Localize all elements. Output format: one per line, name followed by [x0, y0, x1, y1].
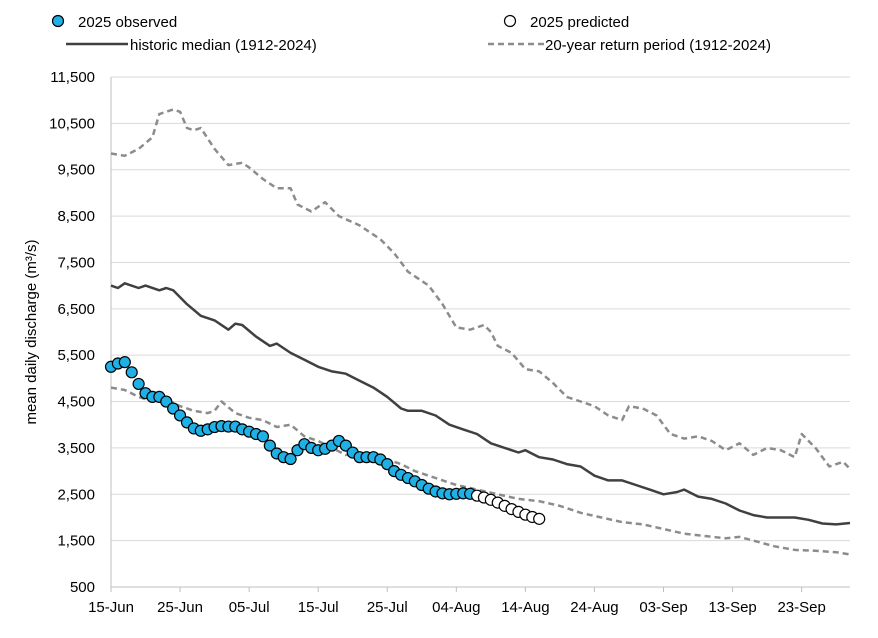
- series-lines: [110, 108, 851, 556]
- observed-point: [132, 377, 145, 391]
- legend-item-return-period: 20-year return period (1912-2024): [488, 37, 771, 54]
- y-tick-label: 1,500: [57, 533, 95, 550]
- y-tick-label: 500: [70, 579, 95, 596]
- legend: 2025 observed 2025 predicted historic me…: [51, 14, 771, 54]
- legend-item-observed: 2025 observed: [51, 14, 177, 31]
- x-axis-ticks: 15-Jun 25-Jun 05-Jul 15-Jul 25-Jul 04-Aug 14-A…: [88, 587, 826, 616]
- legend-observed-marker: [51, 14, 65, 28]
- observed-point: [284, 452, 297, 466]
- legend-median-label: historic median (1912-2024): [130, 37, 317, 54]
- legend-predicted-label: 2025 predicted: [530, 14, 629, 31]
- legend-item-predicted: 2025 predicted: [503, 14, 629, 31]
- observed-point: [118, 356, 131, 369]
- return-period-line: [110, 108, 851, 470]
- observed-point: [256, 430, 270, 443]
- x-tick-label: 25-Jun: [157, 599, 203, 616]
- x-tick-label: 13-Sep: [708, 599, 756, 616]
- x-tick-label: 25-Jul: [367, 599, 408, 616]
- x-tick-label: 24-Aug: [570, 599, 618, 616]
- y-axis-label: mean daily discharge (m³/s): [23, 239, 40, 424]
- x-tick-label: 03-Sep: [639, 599, 687, 616]
- x-tick-label: 04-Aug: [432, 599, 480, 616]
- x-tick-label: 14-Aug: [501, 599, 549, 616]
- y-axis-ticks: 500 1,500 2,500 3,500 4,500 5,500 6,500 7,500 8,…: [49, 69, 95, 596]
- legend-predicted-marker: [503, 14, 517, 28]
- series-markers: [104, 356, 546, 525]
- y-tick-label: 4,500: [57, 394, 95, 411]
- legend-observed-label: 2025 observed: [78, 14, 177, 31]
- y-tick-label: 6,500: [57, 301, 95, 318]
- predicted-point: [533, 512, 546, 525]
- x-tick-label: 15-Jul: [298, 599, 339, 616]
- y-tick-label: 8,500: [57, 208, 95, 225]
- y-tick-label: 3,500: [57, 440, 95, 457]
- observed-point: [125, 366, 138, 379]
- gridlines: [111, 76, 850, 542]
- y-tick-label: 10,500: [49, 115, 95, 132]
- x-tick-label: 05-Jul: [229, 599, 270, 616]
- y-tick-label: 5,500: [57, 347, 95, 364]
- y-tick-label: 7,500: [57, 254, 95, 271]
- y-tick-label: 9,500: [57, 162, 95, 179]
- y-tick-label: 11,500: [50, 69, 95, 86]
- y-tick-label: 2,500: [57, 486, 95, 503]
- legend-item-median: historic median (1912-2024): [66, 37, 317, 54]
- x-tick-label: 15-Jun: [88, 599, 134, 616]
- return-period-line: [110, 386, 851, 556]
- x-tick-label: 23-Sep: [777, 599, 825, 616]
- historic-median-line: [110, 282, 851, 526]
- observed-point: [263, 439, 276, 452]
- legend-return-label: 20-year return period (1912-2024): [545, 37, 771, 54]
